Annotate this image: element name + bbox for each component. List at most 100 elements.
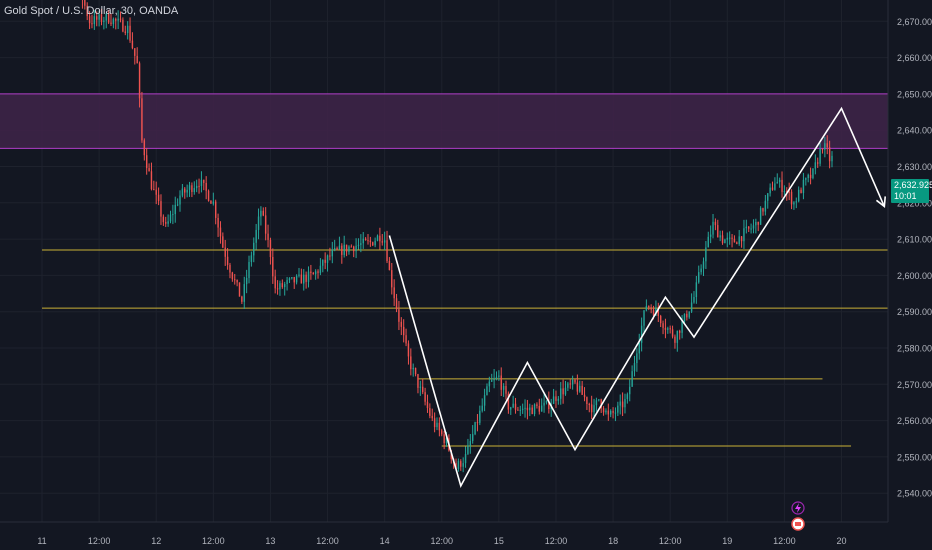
candle-body (521, 408, 524, 410)
candle-body (819, 149, 821, 164)
candle-body (624, 399, 626, 408)
symbol-title[interactable]: Gold Spot / U.S. Dollar, 30, OANDA (4, 5, 179, 17)
price-axis-bg (888, 0, 932, 550)
candle-body (157, 194, 160, 202)
candle-body (598, 399, 600, 401)
candle-body (224, 247, 226, 257)
candle-body (633, 363, 636, 372)
time-tick-label: 13 (265, 536, 275, 546)
candle-body (743, 228, 745, 242)
candle-body (124, 31, 126, 33)
candle-body (412, 367, 414, 370)
candle-body (374, 240, 376, 246)
candle-body (762, 208, 764, 212)
candle-body (612, 410, 614, 413)
candle-body (105, 13, 107, 21)
candle-body (567, 383, 569, 388)
time-tick-label: 12:00 (202, 536, 225, 546)
candle-body (424, 392, 426, 402)
candle-body (764, 200, 767, 212)
candle-body (407, 343, 410, 357)
candle-body (607, 410, 610, 415)
candle-body (793, 202, 795, 205)
candle-body (795, 201, 798, 203)
candle-body (91, 23, 93, 25)
candle-body (317, 271, 319, 273)
candle-body (600, 399, 602, 409)
candle-body (731, 237, 733, 239)
candle-body (726, 237, 729, 240)
candle-body (586, 397, 588, 404)
price-tick-label: 2,590.000 (897, 307, 932, 317)
candle-body (564, 387, 567, 395)
candle-body (260, 210, 262, 217)
time-tick-label: 12 (151, 536, 161, 546)
candle-body (436, 422, 438, 428)
candle-body (574, 379, 576, 383)
candle-body (433, 418, 436, 428)
time-tick-label: 12:00 (545, 536, 568, 546)
candle-body (483, 395, 486, 406)
price-axis[interactable]: 2,530.0002,540.0002,550.0002,560.0002,57… (887, 0, 932, 550)
candle-body (464, 453, 467, 464)
candle-body (222, 236, 224, 248)
candle-body (398, 309, 400, 322)
candle-body (629, 386, 631, 395)
candle-body (707, 236, 709, 248)
candle-body (395, 298, 398, 310)
candle-body (698, 272, 700, 283)
candle-body (279, 283, 281, 290)
pattern-polyline (388, 106, 886, 489)
candle-body (498, 375, 500, 377)
candle-body (662, 323, 664, 328)
candle-body (576, 382, 579, 392)
candle-body (350, 246, 353, 248)
candle-body (712, 221, 714, 235)
time-tick-label: 14 (380, 536, 390, 546)
candle-body (107, 13, 110, 23)
candle-body (778, 179, 781, 183)
time-tick-label: 19 (722, 536, 732, 546)
candle-body (776, 182, 778, 184)
candle-body (93, 16, 96, 24)
candle-body (300, 274, 303, 284)
candle-body (659, 315, 662, 324)
candle-body (705, 247, 707, 262)
price-tick-label: 2,560.000 (897, 416, 932, 426)
price-tick-label: 2,540.000 (897, 489, 932, 499)
time-axis[interactable]: 11 12:00 12 12:00 13 12:00 14 12:00 15 12:00 18 12:… (0, 521, 932, 550)
candle-body (184, 188, 186, 193)
candle-body (757, 221, 759, 225)
candle-body (355, 245, 357, 252)
candle-body (276, 288, 279, 290)
chart-icons (791, 501, 805, 531)
candle-body (162, 216, 165, 223)
candle-body (605, 410, 607, 413)
candle-body (700, 268, 702, 273)
candle-body (250, 255, 253, 262)
time-tick-label: 12:00 (430, 536, 453, 546)
candle-body (217, 217, 219, 228)
candle-body (812, 168, 814, 179)
candle-body (562, 388, 564, 395)
candle-body (474, 422, 476, 435)
candle-body (372, 242, 374, 246)
candle-body (255, 229, 257, 243)
candle-body (681, 321, 683, 333)
candle-body (405, 335, 407, 344)
time-axis-bg (0, 522, 932, 550)
candle-body (381, 241, 383, 243)
candle-body (664, 327, 667, 330)
candle-body (693, 296, 695, 303)
candle-body (719, 235, 721, 238)
candle-body (307, 271, 310, 282)
grid-lines (0, 0, 888, 530)
candle-body (469, 440, 472, 446)
candle-body (769, 187, 771, 194)
candle-body (640, 325, 643, 343)
candle-body (145, 155, 148, 169)
candle-body (519, 409, 521, 411)
candle-body (636, 353, 638, 364)
candle-body (569, 383, 571, 385)
